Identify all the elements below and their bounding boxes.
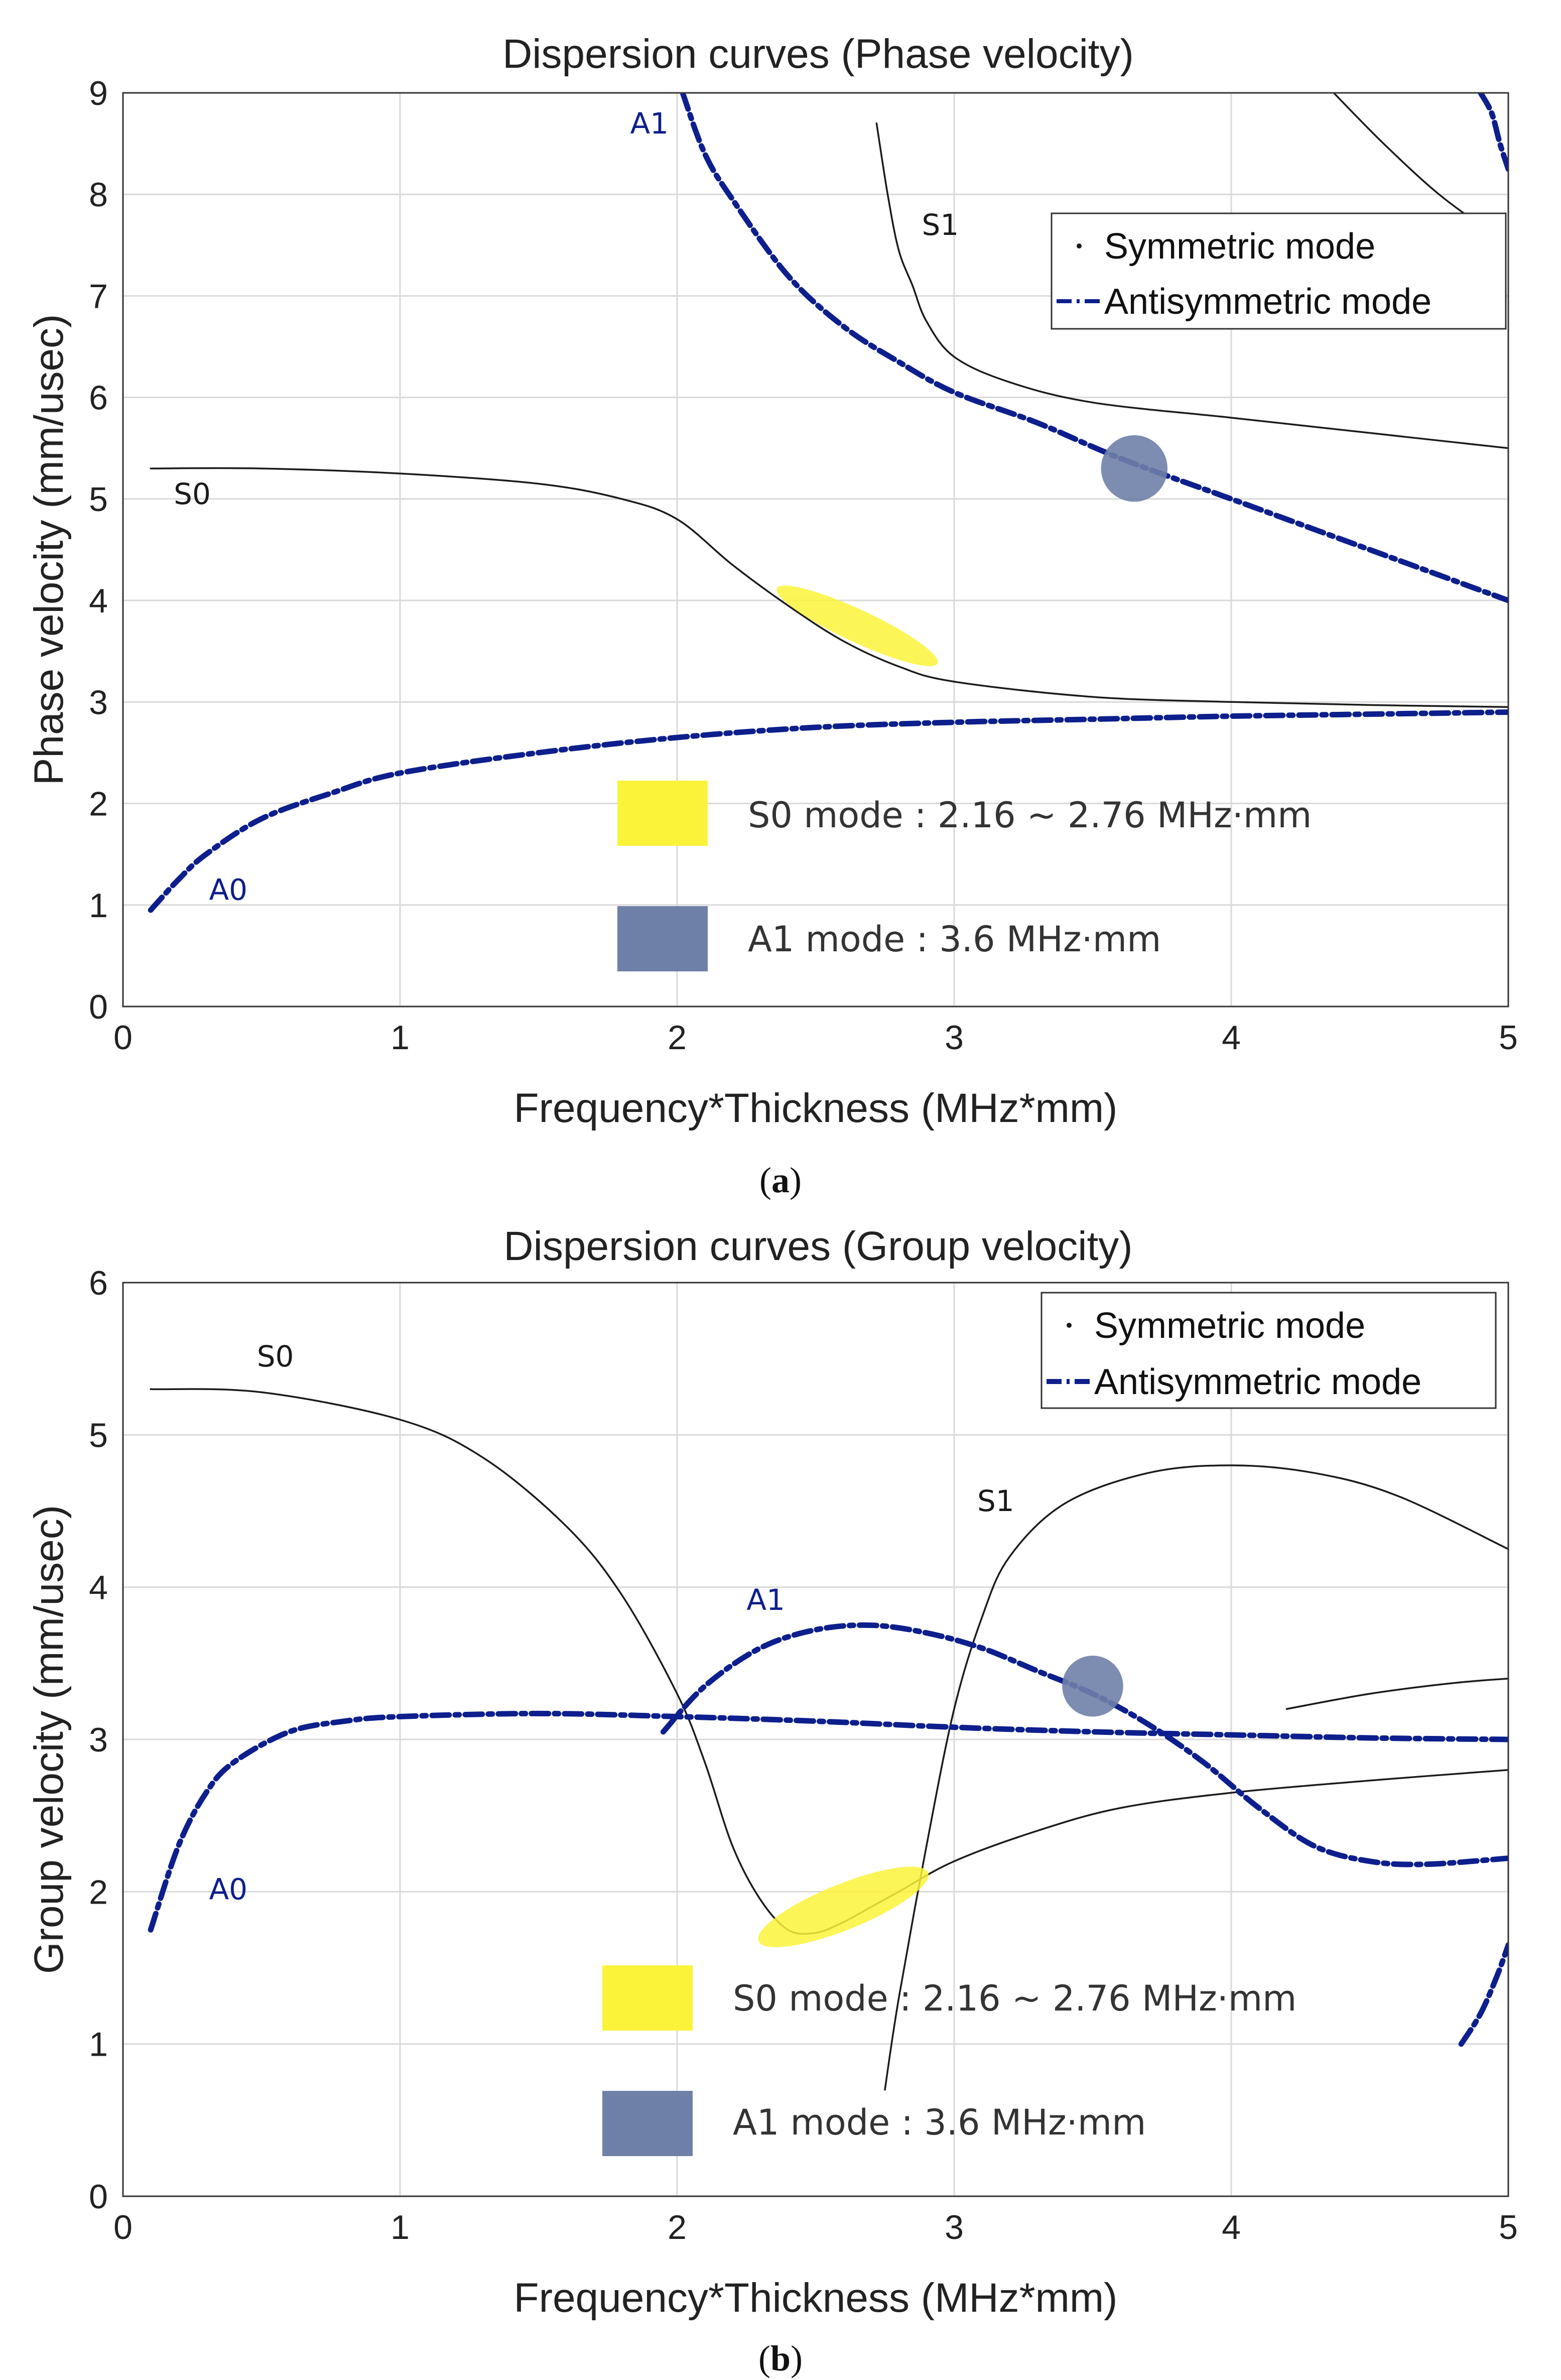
chart-a-y-tick-label: 9 [89, 74, 108, 112]
chart-a-highlight-a1 [1101, 435, 1168, 502]
chart-a-series-a1-label: A1 [630, 106, 669, 141]
chart-a-series-s1-label: S1 [922, 208, 959, 242]
chart-a-legend-antisymmetric-label: Antisymmetric mode [1104, 282, 1432, 322]
chart-a-x-tick-label: 3 [945, 1019, 964, 1057]
chart-a-series-a1-line [680, 93, 1508, 603]
chart-a-y-tick-label: 1 [89, 887, 108, 925]
chart-b-s0-note: S0 mode : 2.16 ~ 2.76 MHz·mm [733, 1978, 1296, 2019]
chart-b-curve-labels: S0 S1 A0 A1 [209, 1339, 1014, 1907]
chart-a-s0-note: S0 mode : 2.16 ~ 2.76 MHz·mm [748, 795, 1312, 836]
chart-b-s0-note-swatch [602, 1965, 693, 2031]
chart-a-y-tick-label: 0 [89, 988, 108, 1026]
chart-a-y-axis-label: Phase velocity (mm/usec) [26, 314, 72, 786]
chart-a-a1-note-swatch [617, 906, 708, 971]
chart-b-y-tick-label: 1 [89, 2026, 108, 2064]
chart-a-x-tick-label: 2 [668, 1019, 687, 1057]
chart-b-series-a1-label: A1 [746, 1583, 785, 1617]
chart-a-series-s1-line [875, 122, 1508, 449]
chart-b-y-tick-label: 0 [89, 2178, 108, 2216]
chart-b-y-tick-label: 6 [89, 1264, 108, 1302]
chart-b-series-s1-label: S1 [977, 1484, 1014, 1518]
chart-b-y-tick-label: 3 [89, 1721, 108, 1759]
chart-a-x-tick-label: 0 [113, 1019, 133, 1057]
chart-b-highlights [758, 1656, 1123, 1947]
chart-b-legend-symmetric-label: Symmetric mode [1094, 1306, 1365, 1346]
chart-a-series-s0-line [150, 467, 1508, 708]
chart-b-x-tick-label: 0 [113, 2208, 133, 2246]
chart-a-y-tick-label: 2 [89, 785, 108, 823]
chart-b-highlight-a1 [1062, 1656, 1123, 1717]
chart-a-series [148, 93, 1508, 913]
chart-a-series-branch-5-line [1478, 93, 1508, 172]
chart-a-plot-frame [122, 92, 1509, 1008]
caption-b-letter: b [770, 2338, 791, 2378]
chart-b-y-tick-label: 5 [89, 1416, 108, 1454]
chart-b-y-tick-label: 4 [89, 1569, 108, 1607]
chart-a-ticks: 0 1 2 3 4 5 0 1 2 3 4 5 6 7 8 9 [89, 74, 1518, 1057]
chart-b-legend: Symmetric mode Antisymmetric mode [1040, 1292, 1497, 1409]
chart-b-x-tick-label: 1 [391, 2208, 410, 2246]
chart-b-legend-antisymmetric-label: Antisymmetric mode [1094, 1362, 1421, 1402]
chart-a-x-tick-label: 1 [391, 1019, 410, 1057]
chart-a-y-tick-label: 5 [89, 480, 108, 519]
chart-b-series-a0-line [148, 1710, 1508, 1933]
chart-a-highlights [776, 435, 1168, 666]
chart-b-highlight-s0 [758, 1866, 929, 1947]
chart-b-x-tick-label: 5 [1499, 2208, 1518, 2246]
chart-b-series-s0-line [150, 1388, 1508, 1935]
chart-a-title: Dispersion curves (Phase velocity) [502, 31, 1134, 77]
chart-a-legend-symmetric-label: Symmetric mode [1104, 226, 1375, 267]
chart-b-a1-note-swatch [602, 2091, 693, 2156]
chart-a-y-tick-label: 6 [89, 379, 108, 417]
chart-a-legend-box [1051, 212, 1507, 330]
chart-b-y-tick-label: 2 [89, 1873, 108, 1911]
chart-b-legend-symmetric-marker [1067, 1323, 1072, 1328]
group-velocity-chart: Dispersion curves (Group velocity) 0 1 2 3 4… [26, 1223, 1518, 2378]
chart-b-series-a0-label: A0 [209, 1872, 247, 1907]
chart-b-series-s0-label: S0 [257, 1339, 294, 1373]
chart-b-title: Dispersion curves (Group velocity) [503, 1223, 1132, 1269]
chart-b-series-branch-2-line [1285, 1677, 1508, 1710]
chart-a-y-tick-label: 4 [89, 582, 108, 620]
chart-a-a1-note: A1 mode : 3.6 MHz·mm [748, 919, 1161, 960]
chart-b-x-tick-label: 4 [1222, 2208, 1241, 2246]
caption-a: (a) [759, 1160, 802, 1200]
chart-b-x-tick-label: 2 [668, 2208, 687, 2246]
chart-a-y-tick-label: 8 [89, 176, 108, 214]
chart-a-legend-symmetric-marker [1077, 243, 1082, 248]
phase-velocity-chart: Dispersion curves (Phase velocity) 0 1 2 3 4… [26, 31, 1518, 1200]
chart-a-x-axis-label: Frequency*Thickness (MHz*mm) [514, 1085, 1118, 1131]
chart-a-y-tick-label: 7 [89, 277, 108, 315]
caption-a-letter: a [771, 1160, 790, 1200]
caption-b: (b) [758, 2338, 803, 2378]
chart-b-x-axis-label: Frequency*Thickness (MHz*mm) [514, 2275, 1118, 2321]
chart-a-highlight-s0 [776, 585, 938, 666]
chart-a-y-tick-label: 3 [89, 683, 108, 721]
chart-a-series-a0-label: A0 [209, 873, 247, 907]
chart-a-series-s0-label: S0 [174, 477, 211, 511]
chart-a-series-a0-line [148, 709, 1508, 913]
chart-b-y-axis-label: Group velocity (mm/usec) [26, 1505, 72, 1974]
chart-a-x-tick-label: 4 [1222, 1019, 1241, 1057]
chart-b-legend-box [1040, 1292, 1497, 1409]
chart-a-curve-labels: S0 S1 A0 A1 [174, 106, 959, 907]
chart-a-legend: Symmetric mode Antisymmetric mode [1051, 212, 1507, 330]
chart-b-x-tick-label: 3 [945, 2208, 964, 2246]
chart-b-a1-note: A1 mode : 3.6 MHz·mm [733, 2102, 1146, 2143]
chart-a-x-tick-label: 5 [1499, 1019, 1518, 1057]
chart-b-grid [122, 1282, 1509, 2197]
chart-a-s0-note-swatch [617, 781, 708, 846]
chart-b-series-branch-5-line [1458, 1942, 1508, 2047]
chart-b-ticks: 0 1 2 3 4 5 0 1 2 3 4 5 6 [89, 1264, 1518, 2246]
chart-b-plot-frame [122, 1282, 1509, 2197]
